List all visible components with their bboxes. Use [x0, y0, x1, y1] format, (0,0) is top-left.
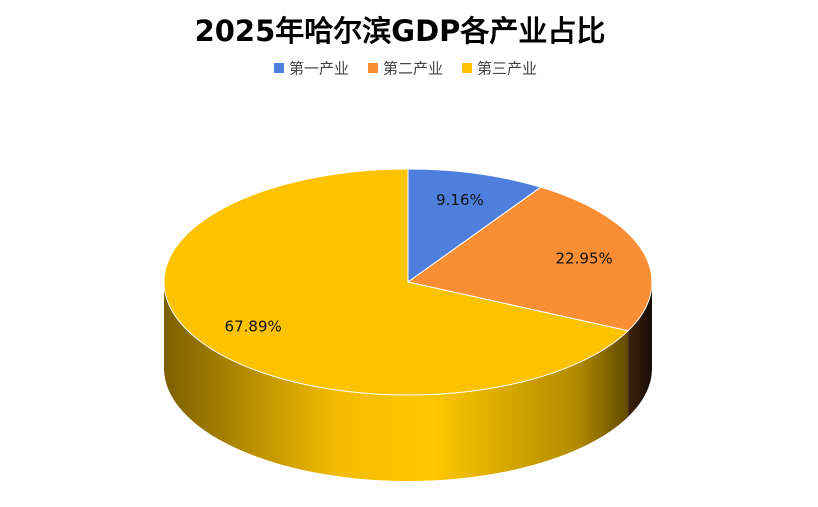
- pie-side: [164, 282, 629, 481]
- pie-slice: [163, 168, 630, 396]
- legend-swatch: [462, 63, 472, 73]
- chart-title: 2025年哈尔滨GDP各产业占比: [195, 14, 606, 48]
- pie-side: [628, 282, 652, 417]
- data-label: 67.89%: [225, 318, 282, 336]
- legend: 第一产业 第二产业 第三产业: [274, 60, 537, 78]
- pie-tops: [163, 168, 653, 396]
- data-label: 9.16%: [436, 191, 484, 209]
- pie-sides: [164, 282, 652, 481]
- pie-slice: [406, 186, 653, 332]
- data-labels: 9.16% 22.95% 67.89%: [225, 191, 613, 335]
- legend-label: 第三产业: [477, 60, 537, 78]
- data-label: 22.95%: [556, 250, 613, 268]
- legend-swatch: [368, 63, 378, 73]
- legend-label: 第二产业: [383, 60, 443, 78]
- pie-slice: [407, 168, 542, 283]
- legend-swatch: [274, 63, 284, 73]
- legend-label: 第一产业: [289, 60, 349, 78]
